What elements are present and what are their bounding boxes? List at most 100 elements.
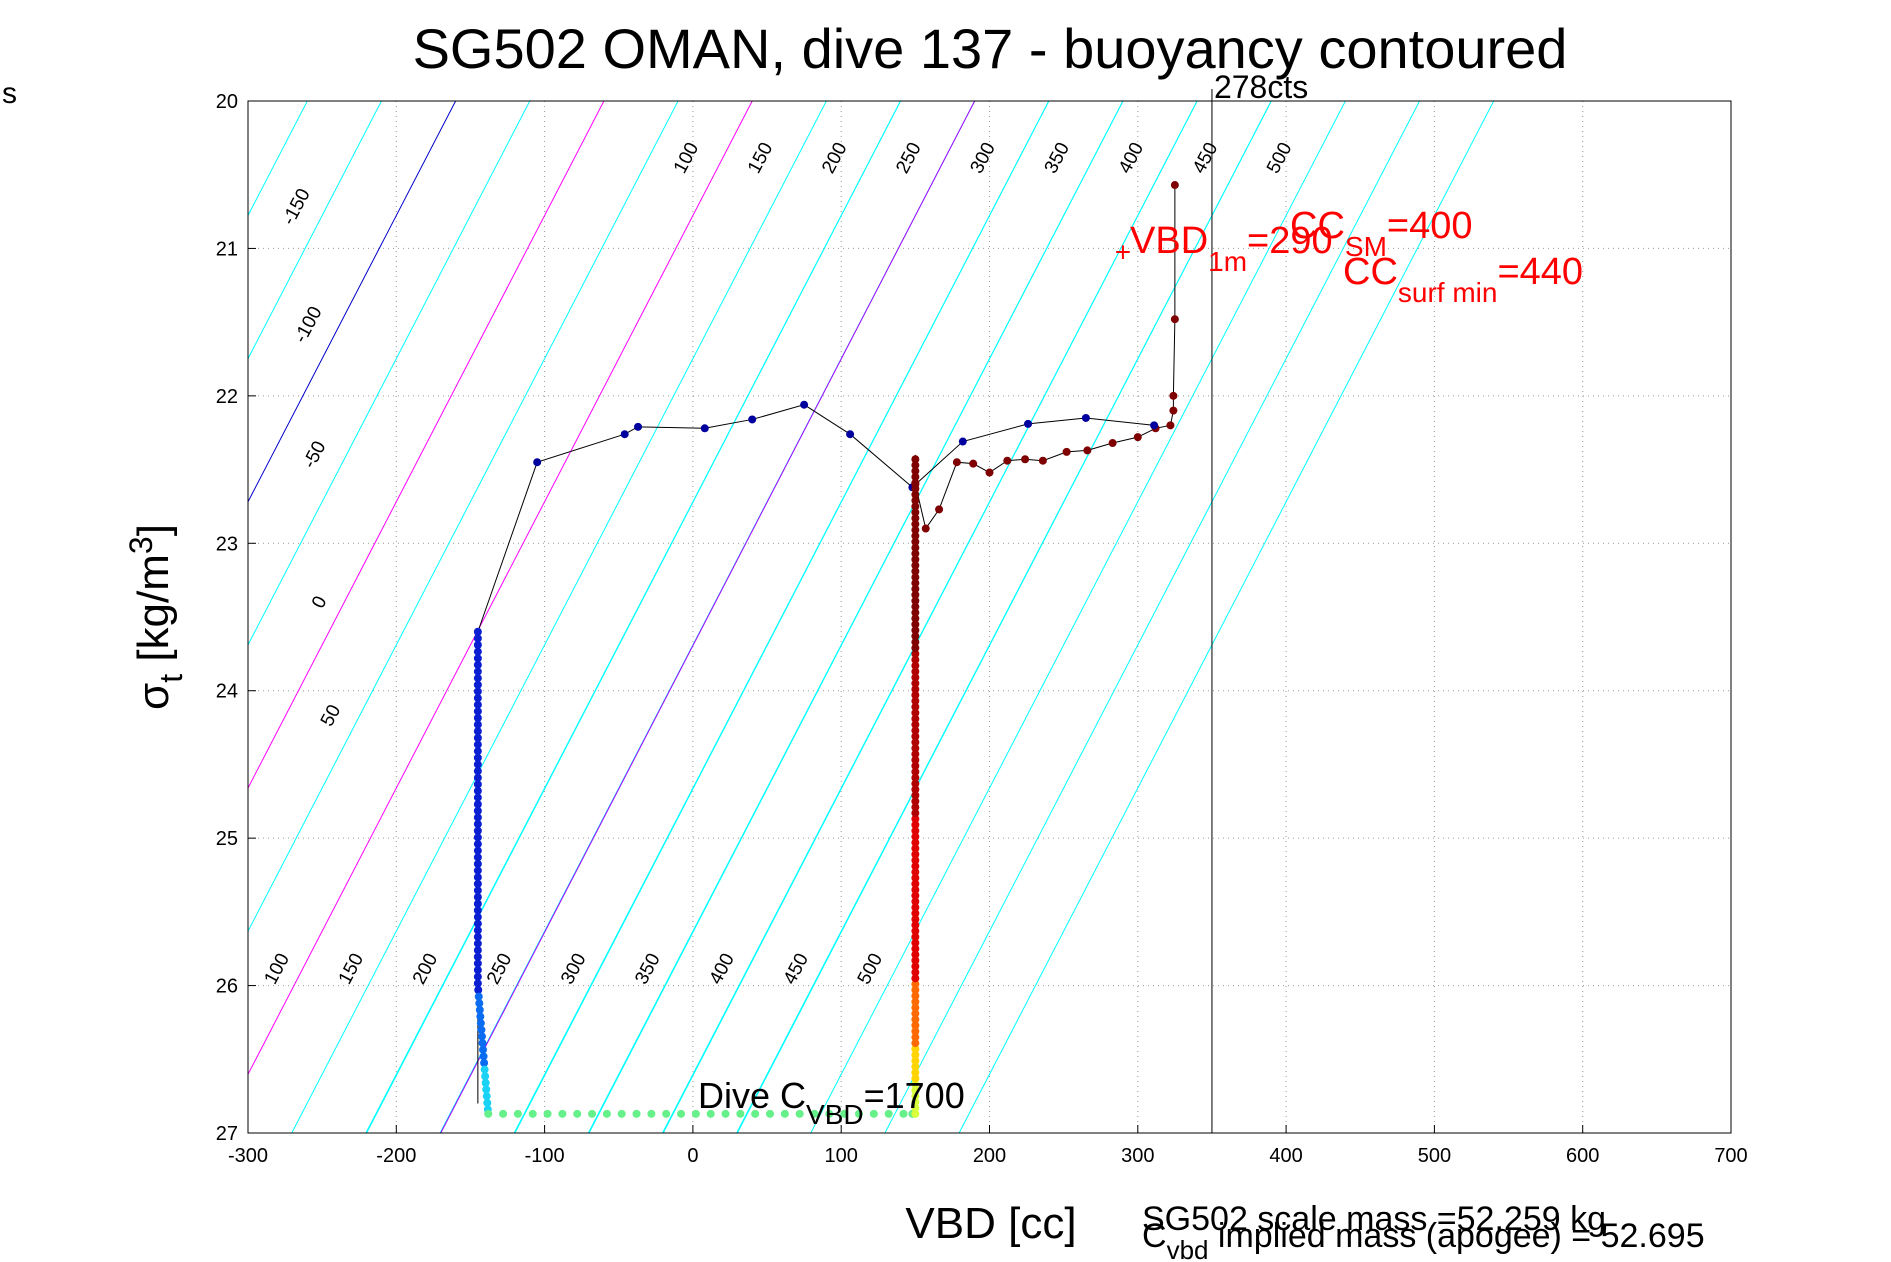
climb-point [911,490,920,499]
dive-point [473,853,482,862]
dive-point [473,806,482,815]
x-tick-label: 200 [973,1145,1006,1167]
dive-point [473,893,482,902]
dive-point [700,424,709,433]
dive-point [473,886,482,895]
climb-point [911,726,920,735]
climb-point [958,437,967,446]
climb-point [911,879,920,888]
bottom-point [810,1109,819,1118]
dive-point [473,713,482,722]
cc-surf-value: =440 [1497,251,1583,293]
dive-point [473,826,482,835]
dive-point [473,899,482,908]
dive-point [476,1019,485,1028]
dive-point [479,1045,488,1054]
contour-line [248,101,605,790]
dive-point [473,687,482,696]
climb-point [911,480,920,489]
contour-line [248,101,531,646]
vbd1m-text: VBD1m=290 [1130,220,1333,277]
climb-point [911,932,920,941]
contour-line [736,101,1272,1133]
climb-point [911,767,920,776]
vbd-max-label: 278cts [1214,69,1308,105]
dive-point [482,1092,491,1101]
climb-point [911,968,920,977]
dive-point [473,926,482,935]
contour-line [662,101,1198,1133]
climb-point [1021,455,1030,464]
climb-point [911,974,920,983]
climb-point [911,537,920,546]
climb-point [911,915,920,924]
bottom-point [484,1109,493,1118]
climb-point [911,673,920,682]
implied-mass-text: Cvbd implied mass (apogee) = 52.695 [1142,1217,1705,1262]
climb-point [911,814,920,823]
climb-point [911,573,920,582]
bottom-point [691,1109,700,1118]
x-tick-label: 100 [825,1145,858,1167]
climb-point [911,1080,920,1089]
climb-point [911,985,920,994]
climb-point [911,567,920,576]
dive-point [479,1052,488,1061]
climb-point [911,1109,920,1118]
y-tick-label: 20 [216,91,238,113]
climb-point [1081,413,1090,422]
dive-point [473,780,482,789]
dive-cvbd-main: Dive C [698,1075,806,1116]
bottom-point [899,1109,908,1118]
dive-point [473,634,482,643]
climb-point [911,514,920,523]
dive-point [533,458,542,467]
climb-point [911,685,920,694]
climb-point [911,714,920,723]
climb-point [911,756,920,765]
dive-point [473,846,482,855]
climb-point [911,921,920,930]
climb-point [911,1098,920,1107]
dive-point [473,740,482,749]
bottom-point [558,1109,567,1118]
bottom-point [662,1109,671,1118]
climb-point [911,873,920,882]
climb-point [911,944,920,953]
climb-point [911,1003,920,1012]
x-tick-label: 0 [687,1145,698,1167]
y-tick-label: 24 [216,681,238,703]
climb-point [911,590,920,599]
contour-line [248,101,679,933]
climb-point [911,661,920,670]
climb-point [911,1027,920,1036]
climb-point [1170,315,1179,324]
climb-point [911,455,920,464]
climb-point [911,868,920,877]
climb-point [911,638,920,647]
y-tick-label: 23 [216,533,238,555]
contour-line [884,101,1421,1133]
dive-point [473,733,482,742]
climb-point [911,461,920,470]
dive-trace [473,181,1179,1118]
climb-point [911,1074,920,1083]
climb-point [911,1015,920,1024]
x-tick-label: 500 [1418,1145,1451,1167]
scale-mass-text: SG502 scale mass =52.259 kg [1142,1200,1606,1238]
dive-point [800,400,809,409]
climb-point [1083,446,1092,455]
climb-point [911,773,920,782]
climb-point [911,732,920,741]
climb-point [911,956,920,965]
dive-point [473,932,482,941]
x-tick-label: 600 [1566,1145,1599,1167]
climb-point [911,708,920,717]
dive-point [473,800,482,809]
cc-sm-main: CC [1290,205,1345,247]
dive-point [473,820,482,829]
climb-point [911,903,920,912]
y-label-close: ] [129,524,178,536]
climb-point [911,1056,920,1065]
